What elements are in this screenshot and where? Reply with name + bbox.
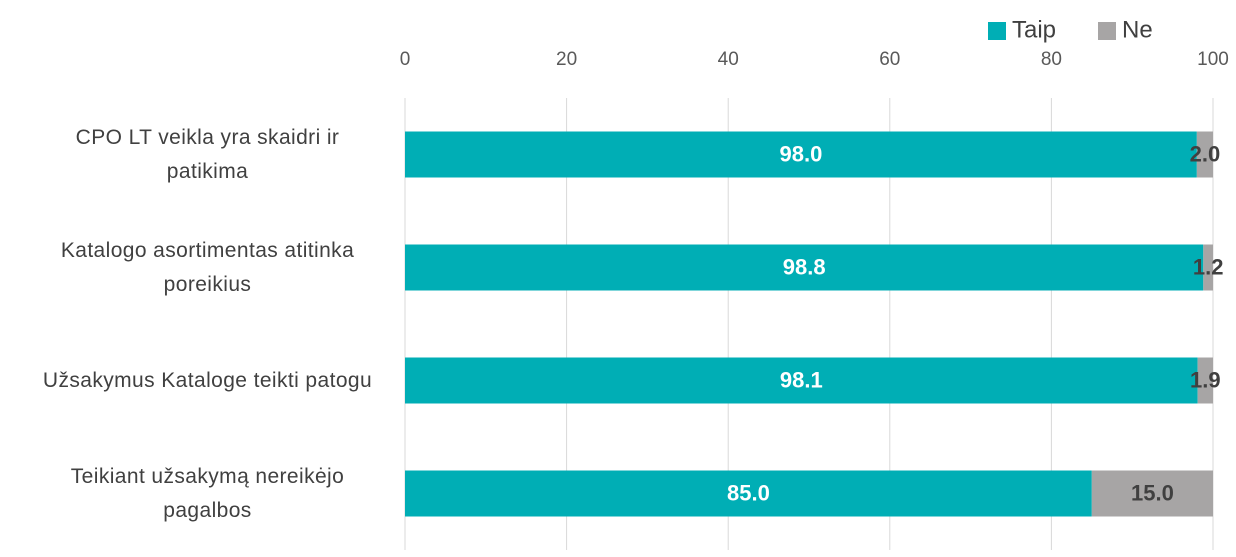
bar-segment	[405, 470, 1092, 517]
x-tick-label: 100	[1197, 49, 1229, 70]
value-label: 98.0	[780, 141, 823, 166]
bar-segment	[405, 131, 1197, 178]
bar-segment	[405, 244, 1204, 291]
legend-swatch	[988, 22, 1006, 40]
bar-segment	[1196, 131, 1213, 178]
value-label: 1.9	[1190, 367, 1221, 392]
bar-segment	[405, 357, 1198, 404]
value-label: 1.2	[1193, 254, 1224, 279]
legend-swatch	[1098, 22, 1116, 40]
x-tick-label: 0	[400, 49, 411, 70]
x-tick-label: 80	[1041, 49, 1062, 70]
x-tick-label: 40	[718, 49, 739, 70]
value-label: 2.0	[1190, 141, 1221, 166]
bar-segment	[1203, 244, 1213, 291]
legend-label: Taip	[1012, 16, 1056, 43]
value-label: 15.0	[1131, 480, 1174, 505]
value-label: 98.8	[783, 254, 826, 279]
category-label: Katalogo asortimentas atitinka poreikius	[60, 238, 355, 296]
x-tick-label: 60	[879, 49, 900, 70]
bar-segment	[1197, 357, 1213, 404]
legend-label: Ne	[1122, 16, 1153, 43]
category-label: CPO LT veikla yra skaidri ir patikima	[75, 125, 340, 183]
value-label: 85.0	[727, 480, 770, 505]
x-tick-label: 20	[556, 49, 577, 70]
category-label: Teikiant užsakymą nereikėjo pagalbos	[70, 464, 345, 522]
category-label: Užsakymus Kataloge teikti patogu	[42, 368, 373, 392]
value-label: 98.1	[780, 367, 823, 392]
bar-segment	[1091, 470, 1213, 517]
